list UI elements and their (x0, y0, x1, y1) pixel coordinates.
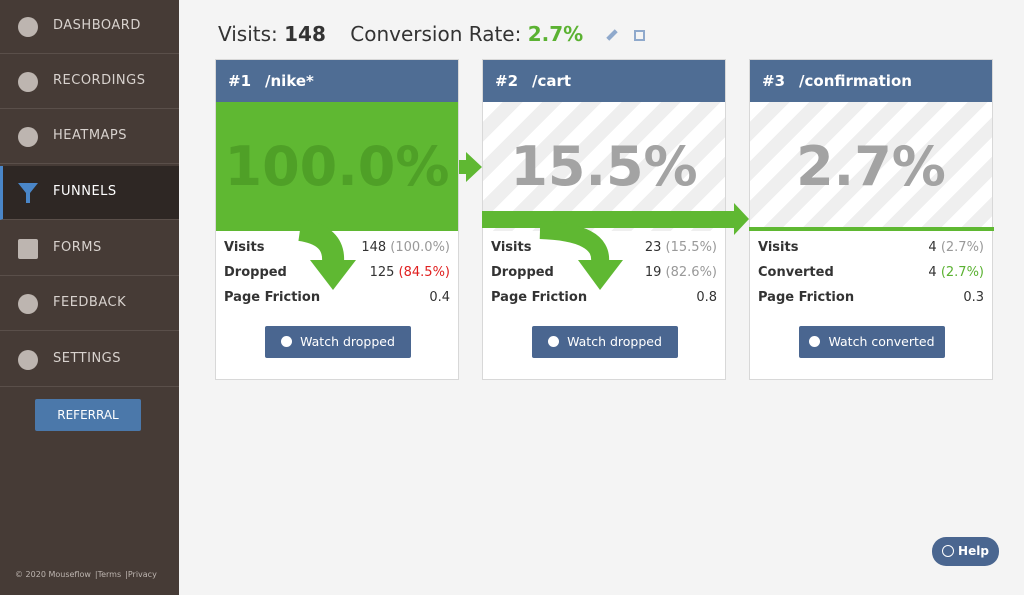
stat-value: 148 (361, 240, 387, 255)
terms-link[interactable]: |Terms (94, 570, 122, 579)
export-icon[interactable] (633, 30, 645, 41)
stat-value: 4 (928, 240, 937, 255)
stat-value-group: 4 (2.7%) (928, 265, 984, 280)
stat-row: Visits 23 (15.5%) (491, 240, 717, 258)
stat-value-group: 23 (15.5%) (645, 240, 717, 255)
stat-row: Dropped 19 (82.6%) (491, 265, 717, 283)
stat-label: Visits (758, 240, 799, 255)
stat-value: 4 (928, 265, 937, 280)
stat-row: Converted 4 (2.7%) (758, 265, 984, 283)
step-percent: 15.5% (510, 135, 698, 198)
stat-detail: (82.6%) (665, 265, 717, 280)
sidebar: DASHBOARD RECORDINGS HEATMAPS FUNNELS FO… (0, 0, 179, 595)
footer: © 2020 Mouseflow |Terms |Privacy (15, 570, 161, 579)
flow-arrow (459, 152, 482, 182)
nav-item[interactable]: SETTINGS (0, 333, 179, 387)
watch-button[interactable]: Watch dropped (265, 326, 411, 358)
stat-label: Converted (758, 265, 834, 280)
funnel-step: #3/confirmation 2.7% Visits 4 (2.7%) Convert… (749, 59, 993, 380)
funnel-step: #2/cart 15.5% Visits 23 (15.5%) Dropped 19 (8… (482, 59, 726, 380)
conversion-label: Conversion Rate: (350, 22, 522, 46)
help-label: Help (958, 544, 989, 558)
stat-value-group: 0.8 (696, 290, 717, 305)
visits-value: 148 (284, 22, 326, 46)
stat-label: Page Friction (491, 290, 588, 305)
stat-row: Page Friction 0.8 (491, 290, 717, 308)
stat-detail: (15.5%) (665, 240, 717, 255)
nav-label: FORMS (53, 240, 102, 255)
nav-item[interactable]: FORMS (0, 222, 179, 276)
stat-label: Dropped (491, 265, 554, 280)
nav-label: DASHBOARD (53, 18, 141, 33)
nav-label: RECORDINGS (53, 73, 146, 88)
privacy-link[interactable]: |Privacy (125, 570, 157, 579)
stat-row: Page Friction 0.3 (758, 290, 984, 308)
copyright: © 2020 Mouseflow (15, 570, 91, 579)
step-header: #2/cart (483, 60, 725, 102)
stat-detail: (100.0%) (390, 240, 450, 255)
stat-value-group: 4 (2.7%) (928, 240, 984, 255)
stat-value: 125 (369, 265, 395, 280)
stat-value-group: 0.4 (429, 290, 450, 305)
stat-label: Page Friction (224, 290, 321, 305)
stat-value: 23 (644, 240, 662, 255)
step-graphic (750, 102, 992, 231)
nav-item[interactable]: DASHBOARD (0, 0, 179, 54)
stat-value-group: 125 (84.5%) (370, 265, 450, 280)
step-header: #3/confirmation (750, 60, 992, 102)
button-label[interactable]: Watch converted (828, 334, 935, 349)
stat-row: Dropped 125 (84.5%) (224, 265, 450, 283)
watch-button[interactable]: Watch converted (799, 326, 945, 358)
stat-value-group: 148 (100.0%) (361, 240, 450, 255)
stat-value-group: 0.3 (963, 290, 984, 305)
stat-value: 0.4 (429, 290, 450, 305)
summary: Visits: 148 Conversion Rate: 2.7% (218, 22, 645, 46)
step-path: /confirmation (799, 72, 912, 90)
stat-label: Visits (491, 240, 532, 255)
stat-detail: (84.5%) (398, 265, 450, 280)
stat-label: Visits (224, 240, 265, 255)
nav-item[interactable]: FEEDBACK (0, 277, 179, 331)
stat-label: Dropped (224, 265, 287, 280)
step-path: /nike* (265, 72, 314, 90)
funnel-step: #1/nike* 100.0% Visits 148 (100.0%) Dropped 1… (215, 59, 459, 380)
step-graphic (216, 102, 458, 231)
nav-label: SETTINGS (53, 351, 122, 366)
stat-value: 0.8 (696, 290, 717, 305)
stat-row: Visits 4 (2.7%) (758, 240, 984, 258)
conversion-value: 2.7% (527, 22, 584, 46)
stat-row: Visits 148 (100.0%) (224, 240, 450, 258)
step-percent: 2.7% (796, 135, 946, 198)
nav-label: HEATMAPS (53, 128, 128, 143)
nav-item[interactable]: RECORDINGS (0, 55, 179, 109)
visits-label: Visits: (218, 22, 278, 46)
button-label[interactable]: Watch dropped (300, 334, 395, 349)
nav-item[interactable]: FUNNELS (0, 166, 179, 220)
stat-detail: (2.7%) (940, 265, 984, 280)
stat-label: Page Friction (758, 290, 855, 305)
watch-button[interactable]: Watch dropped (532, 326, 678, 358)
step-percent: 100.0% (224, 135, 450, 198)
stat-value: 0.3 (963, 290, 984, 305)
step-number: #3 (762, 72, 786, 90)
referral-button[interactable]: REFERRAL (35, 399, 141, 431)
stat-value-group: 19 (82.6%) (645, 265, 717, 280)
stat-row: Page Friction 0.4 (224, 290, 450, 308)
nav-label: FEEDBACK (53, 295, 127, 310)
step-number: #1 (228, 72, 252, 90)
step-number: #2 (495, 72, 519, 90)
nav-item[interactable]: HEATMAPS (0, 110, 179, 164)
stat-value: 19 (644, 265, 662, 280)
nav-label: FUNNELS (53, 184, 117, 199)
edit-icon[interactable] (605, 29, 618, 41)
stat-detail: (2.7%) (940, 240, 984, 255)
help-button[interactable]: Help (932, 537, 999, 566)
button-label[interactable]: Watch dropped (567, 334, 662, 349)
step-path: /cart (532, 72, 572, 90)
step-header: #1/nike* (216, 60, 458, 102)
